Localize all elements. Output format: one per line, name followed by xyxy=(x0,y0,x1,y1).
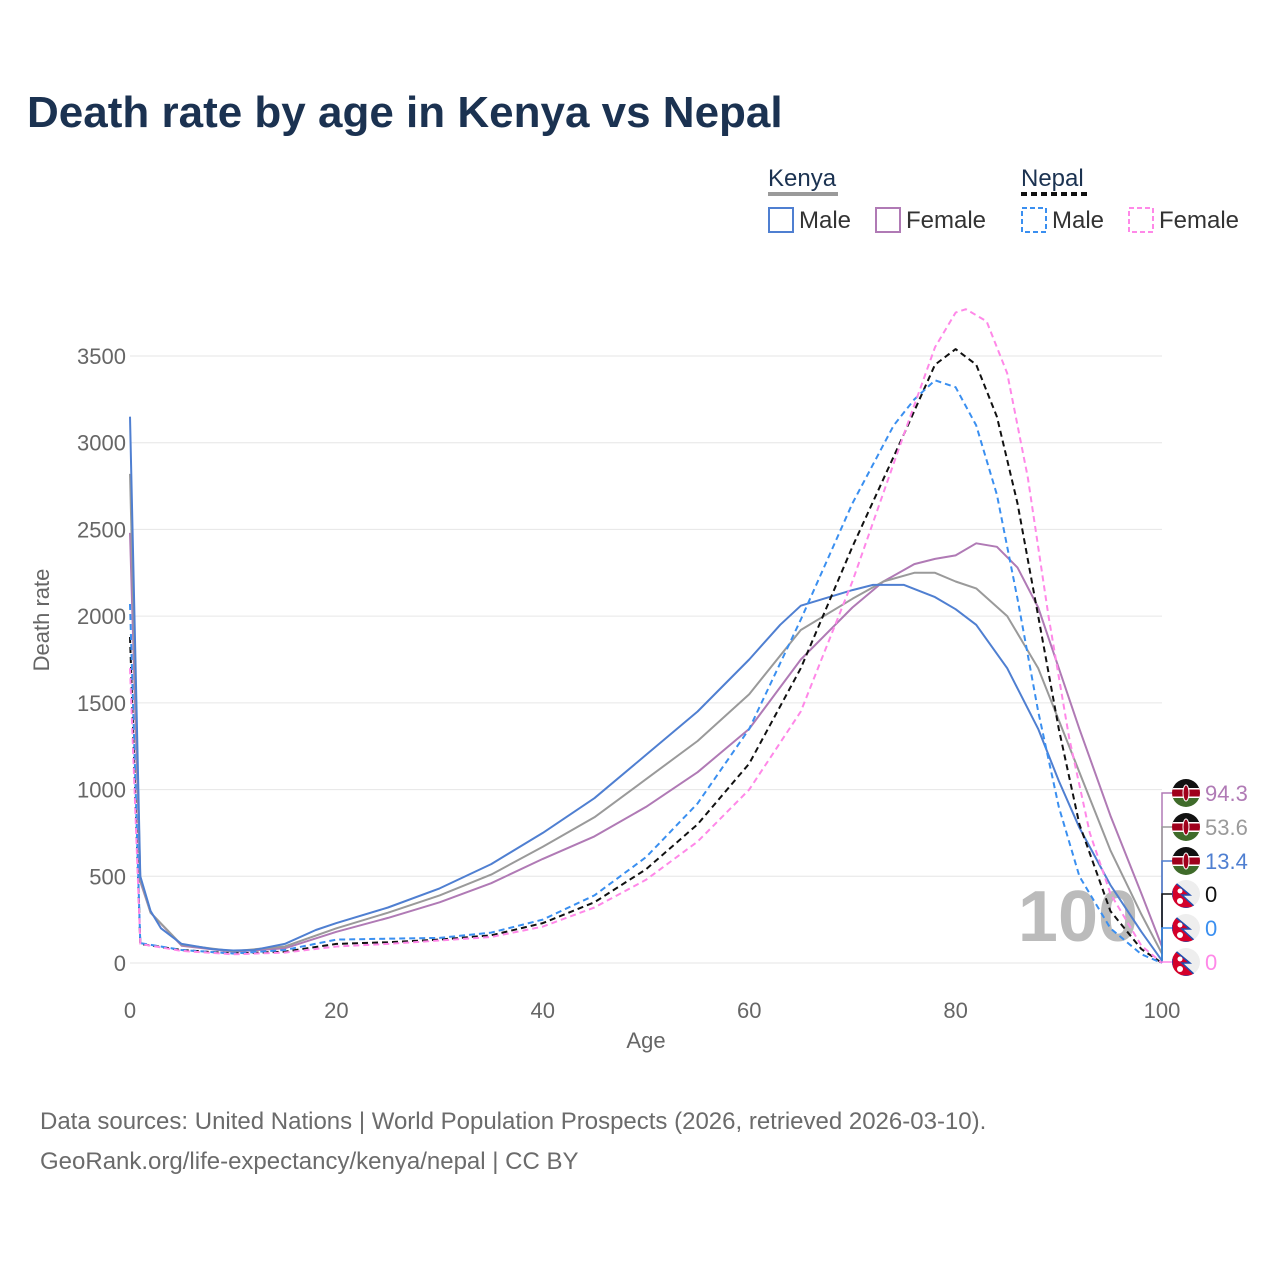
x-tick-label: 40 xyxy=(531,998,555,1023)
x-tick-label: 20 xyxy=(324,998,348,1023)
x-tick-label: 60 xyxy=(737,998,761,1023)
legend-kenya-female[interactable]: Female xyxy=(906,207,986,234)
y-tick-label: 2000 xyxy=(77,604,126,629)
end-value-label: 0 xyxy=(1205,950,1217,975)
end-label-connector xyxy=(1161,792,1172,947)
y-tick-label: 1500 xyxy=(77,691,126,716)
end-value-label: 13.4 xyxy=(1205,849,1248,874)
y-tick-label: 1000 xyxy=(77,778,126,803)
series-line-nepal-male xyxy=(129,379,1163,964)
end-label-connector xyxy=(1161,826,1172,954)
x-tick-label: 0 xyxy=(124,998,136,1023)
legend-kenya-male[interactable]: Male xyxy=(799,207,851,234)
nepal-flag-icon xyxy=(1172,880,1200,908)
legend-group-nepal: Nepal xyxy=(1021,165,1084,192)
kenya-flag-icon xyxy=(1172,813,1200,841)
y-tick-label: 3000 xyxy=(77,431,126,456)
series-line-nepal-total xyxy=(129,348,1163,964)
end-value-label: 53.6 xyxy=(1205,815,1248,840)
y-tick-label: 3500 xyxy=(77,344,126,369)
x-axis-label: Age xyxy=(626,1028,665,1053)
series-line-kenya-male xyxy=(129,416,1163,962)
series-line-kenya-total xyxy=(129,473,1163,955)
legend-swatch-nepal-female xyxy=(1128,207,1154,233)
footer-source: Data sources: United Nations | World Pop… xyxy=(40,1108,987,1135)
legend-nepal-female[interactable]: Female xyxy=(1159,207,1239,234)
x-tick-label: 100 xyxy=(1144,998,1181,1023)
legend-swatch-kenya-female xyxy=(875,207,901,233)
legend-swatch-nepal-male xyxy=(1021,207,1047,233)
y-tick-label: 500 xyxy=(89,864,126,889)
x-tick-label: 80 xyxy=(943,998,967,1023)
chart-title: Death rate by age in Kenya vs Nepal xyxy=(27,88,783,137)
end-value-label: 94.3 xyxy=(1205,781,1248,806)
legend-swatch-kenya-male xyxy=(768,207,794,233)
legend-group-kenya: Kenya xyxy=(768,165,837,192)
y-tick-label: 0 xyxy=(114,951,126,976)
y-tick-label: 2500 xyxy=(77,517,126,542)
kenya-flag-icon xyxy=(1172,779,1200,807)
end-label-connector xyxy=(1161,961,1172,963)
end-value-label: 0 xyxy=(1205,916,1217,941)
legend-nepal-male[interactable]: Male xyxy=(1052,207,1104,234)
y-axis-label: Death rate xyxy=(29,569,54,672)
legend: Kenya Male Female Nepal Male Female xyxy=(768,165,1239,234)
series-line-kenya-female xyxy=(129,532,1163,953)
footer-link[interactable]: GeoRank.org/life-expectancy/kenya/nepal … xyxy=(40,1148,579,1175)
end-label-connector xyxy=(1161,927,1172,963)
end-value-label: 0 xyxy=(1205,882,1217,907)
nepal-flag-icon xyxy=(1172,948,1200,976)
nepal-flag-icon xyxy=(1172,914,1200,942)
watermark-age: 100 xyxy=(1018,877,1138,957)
kenya-flag-icon xyxy=(1172,847,1200,875)
end-label-connector xyxy=(1161,860,1172,961)
series-line-nepal-female xyxy=(129,308,1163,964)
